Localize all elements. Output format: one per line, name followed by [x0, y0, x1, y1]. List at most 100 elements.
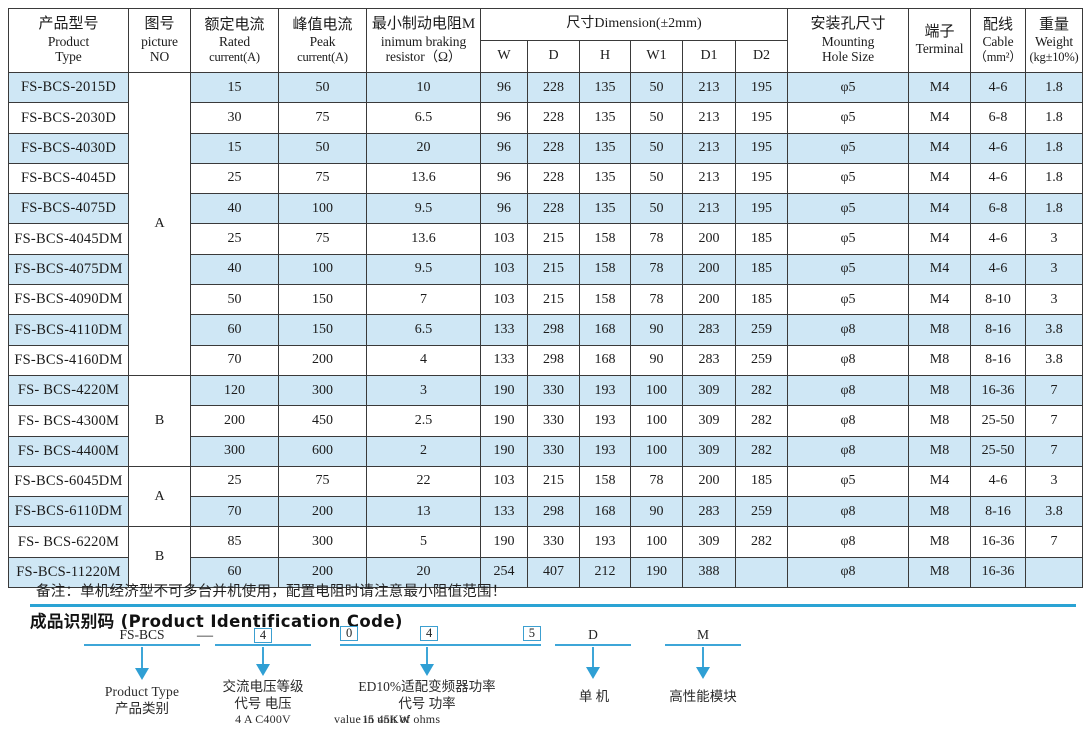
cell-terminal: M8	[908, 314, 972, 346]
label-ed: ED10%适配变频器功率 代号 功率 value in unit of ohms…	[333, 678, 521, 731]
arrow-head-product-type	[135, 668, 149, 680]
arrow-head-ed	[420, 664, 434, 676]
cell-mounting-hole-size: φ5	[787, 284, 910, 316]
cell-dim-w1: 90	[630, 314, 683, 346]
label-ed-subheads: 代号 功率	[333, 695, 521, 712]
cell-dim-w1: 50	[630, 193, 683, 225]
table-row: FS-BCS-4075D 40 100 9.5 96 228 135 50 213 195 φ5 M4…	[8, 193, 1084, 225]
cell-cable: 8-10	[970, 284, 1027, 316]
cell-dim-w: 103	[480, 284, 528, 316]
cell-min-braking-resistor: 7	[366, 284, 481, 316]
cell-cable: 4-6	[970, 465, 1027, 498]
cell-mounting-hole-size: φ5	[787, 162, 910, 195]
cell-rated-current: 120	[190, 374, 279, 407]
cell-rated-current: 40	[190, 193, 279, 225]
label-ed-cn: ED10%适配变频器功率	[358, 679, 496, 694]
header-min-braking-resistor: 最小制动电阻M inimum braking resistor（Ω）	[366, 8, 481, 73]
cell-dim-d2: 185	[734, 465, 789, 498]
cell-peak-current: 150	[278, 314, 367, 346]
cell-rated-current: 300	[190, 435, 279, 467]
cell-dim-w: 103	[480, 253, 528, 286]
cell-weight: 1.8	[1025, 71, 1084, 104]
cell-dim-w1: 78	[630, 465, 683, 498]
code-node-voltage: 4	[215, 626, 311, 646]
cell-peak-current: 200	[278, 556, 367, 589]
table-body: FS-BCS-2015D A 15 50 10 96 228 135 50 213 195 φ5 M4 4…	[8, 71, 1084, 589]
cell-rated-current: 25	[190, 465, 279, 498]
header-min-braking-resistor-cn: 最小制动电阻M	[371, 16, 476, 33]
cell-terminal: M8	[908, 405, 972, 437]
cell-mounting-hole-size: φ8	[787, 496, 910, 528]
header-dim-w: W	[480, 40, 528, 73]
cell-terminal: M4	[908, 193, 972, 225]
cell-dim-w1: 190	[630, 556, 683, 589]
product-identification-code-title: 成品识别码 (Product Identification Code)	[30, 612, 403, 631]
table-row: FS-BCS-6110DM 70 200 13 133 298 168 90 283 259 φ8 M…	[8, 496, 1084, 528]
cell-mounting-hole-size: φ8	[787, 344, 910, 376]
cell-model: FS-BCS-4075D	[8, 193, 129, 225]
header-mounting-hole-size-cn: 安装孔尺寸	[810, 16, 886, 33]
cell-model: FS- BCS-4400M	[8, 435, 129, 467]
arrow-line-ed	[426, 647, 428, 666]
cell-dim-w: 190	[480, 435, 528, 467]
cell-dim-w: 254	[480, 556, 528, 589]
cell-dim-h: 158	[579, 253, 631, 286]
cell-cable: 25-50	[970, 435, 1027, 467]
cell-peak-current: 50	[278, 132, 367, 164]
code-node-ed-underline	[340, 644, 541, 646]
cell-dim-h: 135	[579, 193, 631, 225]
cell-cable: 16-36	[970, 556, 1027, 589]
cell-dim-d1: 283	[682, 314, 736, 346]
identification-code-diagram: FS-BCS Product Type 产品类别 — 4 交流电压等级 代号 电…	[0, 626, 1089, 728]
cell-mounting-hole-size: φ5	[787, 132, 910, 164]
accent-divider	[30, 604, 1076, 607]
table-row: FS-BCS-2030D 30 75 6.5 96 228 135 50 213 195 φ5 M4 6…	[8, 102, 1084, 134]
cell-dim-h: 168	[579, 314, 631, 346]
specification-table-container: 产品型号 Product Type 图号 picture NO 额定电流 Rat…	[8, 8, 1084, 589]
label-ed-sub-code: 代号	[398, 696, 426, 711]
cell-cable: 8-16	[970, 314, 1027, 346]
table-row: FS- BCS-4300M 200 450 2.5 190 330 193 100 309 282…	[8, 405, 1084, 437]
cell-dim-w1: 50	[630, 132, 683, 164]
cell-min-braking-resistor: 10	[366, 71, 481, 104]
cell-dim-d: 228	[527, 193, 580, 225]
arrow-line-module	[702, 647, 704, 669]
cell-model: FS- BCS-4300M	[8, 405, 129, 437]
cell-dim-w1: 78	[630, 284, 683, 316]
code-node-ed-value-2: 5	[522, 626, 541, 641]
cell-rated-current: 25	[190, 223, 279, 255]
cell-peak-current: 300	[278, 526, 367, 558]
cell-min-braking-resistor: 6.5	[366, 102, 481, 134]
cell-terminal: M8	[908, 374, 972, 407]
cell-min-braking-resistor: 5	[366, 526, 481, 558]
cell-dim-d2: 185	[734, 223, 789, 255]
cell-weight: 7	[1025, 526, 1084, 558]
cell-dim-d: 228	[527, 71, 580, 104]
cell-dim-d2: 282	[734, 435, 789, 467]
cell-dim-h: 168	[579, 344, 631, 376]
cell-cable: 4-6	[970, 132, 1027, 164]
cell-dim-w: 190	[480, 526, 528, 558]
cell-min-braking-resistor: 20	[366, 132, 481, 164]
table-row: FS-BCS-4075DM 40 100 9.5 103 215 158 78 200 185 φ5…	[8, 253, 1084, 286]
header-dim-h: H	[579, 40, 631, 73]
table-row: FS- BCS-6220M B 85 300 5 190 330 193 100 309 282 φ8…	[8, 526, 1084, 589]
table-row: FS-BCS-4030D 15 50 20 96 228 135 50 213 195 φ5 M4 4-…	[8, 132, 1084, 164]
cell-dim-d1: 213	[682, 132, 736, 164]
cell-dim-d: 330	[527, 526, 580, 558]
label-single-unit-cn: 单 机	[578, 689, 610, 704]
cell-cable: 4-6	[970, 253, 1027, 286]
cell-dim-w: 190	[480, 405, 528, 437]
cell-min-braking-resistor: 2	[366, 435, 481, 467]
cell-dim-d: 215	[527, 284, 580, 316]
header-picture-no-en1: picture	[141, 33, 178, 49]
cell-weight: 3.8	[1025, 496, 1084, 528]
header-peak-current: 峰值电流 Peak current(A)	[278, 8, 367, 73]
cell-peak-current: 300	[278, 374, 367, 407]
cell-min-braking-resistor: 3	[366, 374, 481, 407]
cell-peak-current: 100	[278, 193, 367, 225]
cell-peak-current: 100	[278, 253, 367, 286]
cell-mounting-hole-size: φ8	[787, 435, 910, 467]
cell-cable: 8-16	[970, 496, 1027, 528]
cell-dim-d2: 195	[734, 132, 789, 164]
